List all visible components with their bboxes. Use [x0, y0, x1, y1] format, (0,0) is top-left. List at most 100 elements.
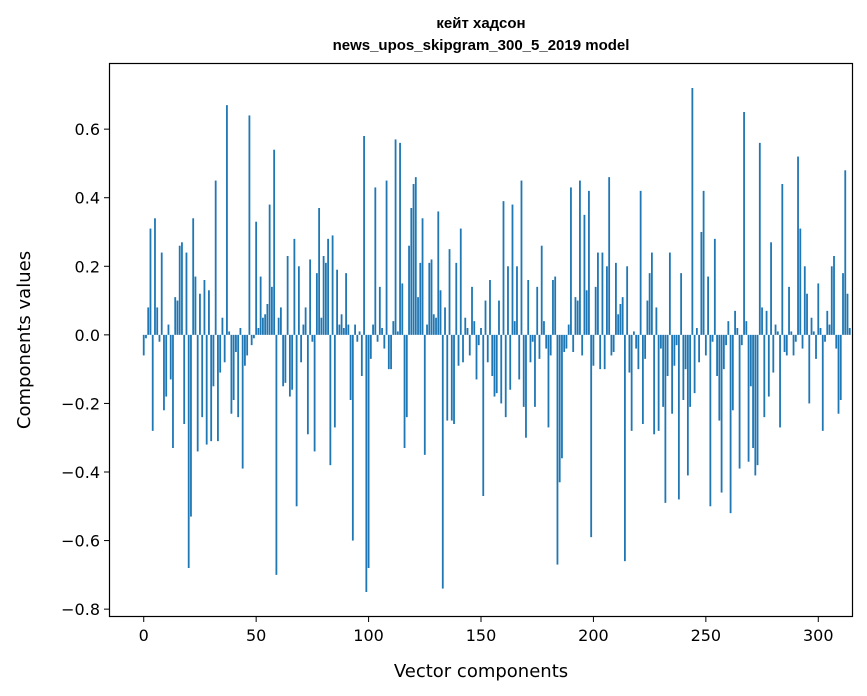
bar-185	[558, 334, 561, 483]
bar-69	[297, 266, 300, 335]
bar-301	[819, 328, 822, 335]
bar-194	[579, 180, 581, 335]
bar-269	[747, 334, 750, 462]
bar-61	[279, 307, 282, 335]
bar-279	[770, 242, 772, 335]
bar-135	[446, 334, 449, 421]
bar-293	[801, 334, 804, 349]
bar-43	[239, 328, 242, 335]
bar-282	[776, 331, 779, 335]
bar-72	[304, 307, 307, 335]
bar-252	[709, 334, 712, 507]
y-tick-label: −0.4	[61, 463, 100, 482]
bar-240	[682, 334, 685, 400]
bar-182	[552, 280, 554, 335]
bar-0	[142, 334, 145, 356]
y-tick-label: 0.2	[75, 257, 100, 276]
bar-214	[624, 334, 626, 562]
bar-70	[300, 334, 303, 363]
bar-65	[288, 334, 291, 397]
bar-227	[653, 334, 656, 435]
bar-14	[174, 297, 177, 335]
bar-288	[790, 331, 793, 335]
bar-117	[405, 334, 408, 418]
bar-241	[684, 334, 687, 370]
bar-186	[561, 334, 563, 459]
bar-244	[691, 88, 694, 335]
bar-183	[554, 276, 557, 335]
bar-187	[563, 334, 566, 352]
bar-122	[417, 297, 419, 335]
bar-85	[333, 334, 336, 428]
bar-99	[365, 334, 368, 592]
bar-155	[491, 334, 494, 376]
bar-109	[387, 334, 390, 370]
bars-group	[142, 88, 851, 592]
bar-280	[772, 334, 775, 373]
y-axis-label: Components values	[14, 251, 35, 429]
bar-158	[498, 300, 500, 335]
bar-98	[363, 136, 365, 335]
bar-305	[828, 324, 831, 335]
y-tick-label: 0.4	[75, 189, 100, 208]
bar-29	[208, 290, 210, 335]
bar-104	[376, 334, 379, 342]
bar-82	[327, 238, 329, 335]
bar-260	[727, 321, 730, 335]
bar-205	[603, 334, 606, 370]
bar-152	[484, 300, 487, 335]
bar-80	[322, 256, 325, 335]
bar-20	[187, 334, 190, 568]
x-tick-label: 300	[803, 626, 834, 645]
bar-276	[763, 334, 766, 418]
bar-232	[664, 334, 667, 503]
bar-10	[165, 334, 168, 397]
bar-261	[729, 334, 732, 514]
bar-177	[540, 245, 543, 335]
bar-57	[270, 286, 273, 335]
y-tick-label: −0.2	[61, 394, 100, 413]
bar-307	[833, 256, 835, 335]
bar-295	[806, 293, 808, 335]
bar-297	[810, 317, 813, 335]
bar-89	[342, 328, 345, 335]
bar-213	[621, 297, 624, 335]
bar-264	[736, 328, 739, 335]
bar-172	[529, 334, 532, 363]
bar-259	[725, 334, 727, 346]
bar-248	[700, 232, 703, 335]
bar-224	[646, 300, 649, 335]
bar-313	[846, 293, 849, 335]
bar-226	[650, 252, 653, 335]
bar-196	[583, 214, 586, 335]
bar-202	[597, 252, 599, 335]
bar-290	[794, 334, 797, 342]
bar-184	[556, 334, 559, 565]
bar-22	[192, 218, 195, 335]
bar-171	[527, 280, 530, 335]
bar-166	[516, 266, 518, 335]
bar-139	[455, 262, 458, 335]
bar-16	[178, 245, 181, 335]
bar-256	[718, 334, 721, 421]
bar-253	[711, 334, 714, 342]
bar-140	[457, 334, 460, 366]
bar-2	[147, 307, 150, 335]
bar-150	[480, 328, 482, 335]
bar-250	[704, 334, 707, 356]
bar-179	[545, 334, 548, 349]
bar-239	[680, 273, 683, 335]
bar-71	[302, 324, 305, 335]
bar-124	[421, 218, 424, 335]
bar-46	[246, 334, 249, 356]
bar-128	[430, 259, 433, 335]
bar-149	[477, 334, 480, 346]
bar-306	[830, 266, 833, 335]
bar-275	[761, 307, 763, 335]
bar-26	[201, 334, 204, 418]
y-tick-label: −0.8	[61, 600, 100, 619]
bar-208	[610, 334, 613, 356]
bar-164	[511, 204, 514, 335]
